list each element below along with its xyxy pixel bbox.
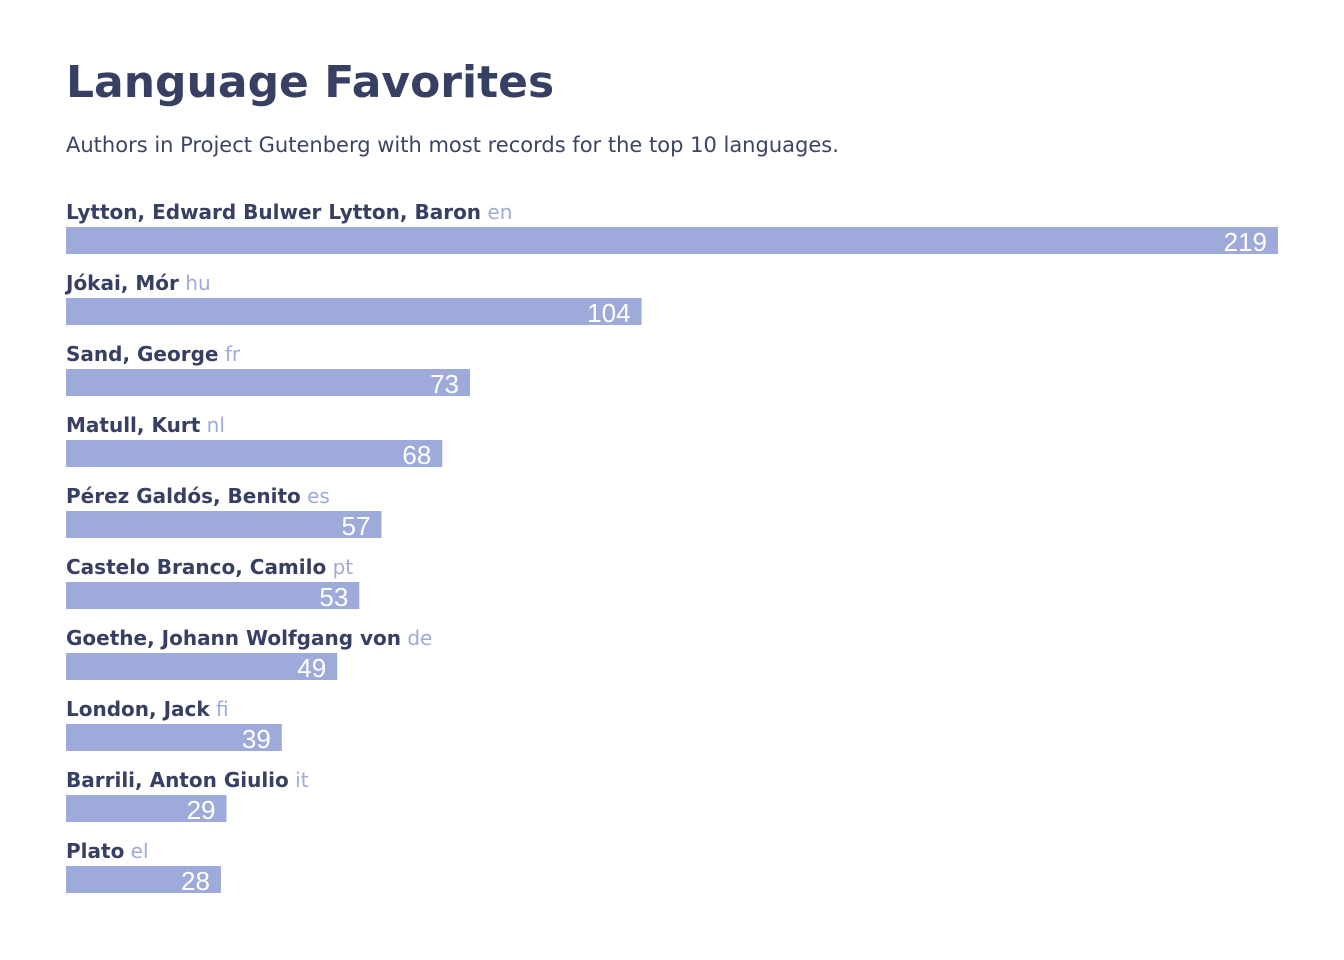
language-code: fi	[210, 697, 229, 721]
author-name: Sand, George	[66, 342, 218, 366]
bar-label: Barrili, Anton Giulio it	[66, 768, 309, 792]
bar-value-label: 104	[587, 298, 630, 328]
chart-subtitle: Authors in Project Gutenberg with most r…	[66, 133, 839, 157]
bar-value-label: 68	[402, 440, 431, 470]
language-code: el	[124, 839, 148, 863]
bar-value-label: 53	[319, 582, 348, 612]
bar-label: Sand, George fr	[66, 342, 241, 366]
bar	[66, 795, 227, 822]
author-name: Plato	[66, 839, 124, 863]
author-name: Pérez Galdós, Benito	[66, 484, 301, 508]
language-code: es	[301, 484, 330, 508]
bar	[66, 724, 282, 751]
bar-value-label: 49	[297, 653, 326, 683]
bar-label: Goethe, Johann Wolfgang von de	[66, 626, 432, 650]
language-code: nl	[200, 413, 225, 437]
language-code: en	[481, 200, 512, 224]
bar-value-label: 219	[1224, 227, 1267, 257]
bar-label: Matull, Kurt nl	[66, 413, 225, 437]
bar	[66, 227, 1278, 254]
bar-label: London, Jack fi	[66, 697, 229, 721]
bar-label: Castelo Branco, Camilo pt	[66, 555, 353, 579]
author-name: Jókai, Mór	[64, 271, 179, 295]
language-code: it	[289, 768, 309, 792]
bar	[66, 582, 360, 609]
author-name: Goethe, Johann Wolfgang von	[66, 626, 401, 650]
chart-title: Language Favorites	[66, 57, 555, 108]
author-name: Matull, Kurt	[66, 413, 201, 437]
bar-value-label: 29	[187, 795, 216, 825]
author-name: Lytton, Edward Bulwer Lytton, Baron	[66, 200, 481, 224]
bar	[66, 511, 382, 538]
language-code: hu	[179, 271, 211, 295]
language-code: pt	[326, 555, 353, 579]
bar-value-label: 28	[181, 866, 210, 896]
bar	[66, 653, 338, 680]
bar-label: Plato el	[66, 839, 149, 863]
bar-value-label: 57	[342, 511, 371, 541]
author-name: Castelo Branco, Camilo	[66, 555, 326, 579]
author-name: Barrili, Anton Giulio	[66, 768, 289, 792]
bar-label: Jókai, Mór hu	[64, 271, 211, 295]
bar	[66, 369, 470, 396]
bar-label: Lytton, Edward Bulwer Lytton, Baron en	[66, 200, 512, 224]
bar-value-label: 39	[242, 724, 271, 754]
bar-value-label: 73	[430, 369, 459, 399]
author-name: London, Jack	[66, 697, 210, 721]
bar	[66, 440, 443, 467]
language-code: de	[401, 626, 432, 650]
bar	[66, 298, 642, 325]
bar-label: Pérez Galdós, Benito es	[66, 484, 330, 508]
language-code: fr	[218, 342, 240, 366]
bar	[66, 866, 221, 893]
